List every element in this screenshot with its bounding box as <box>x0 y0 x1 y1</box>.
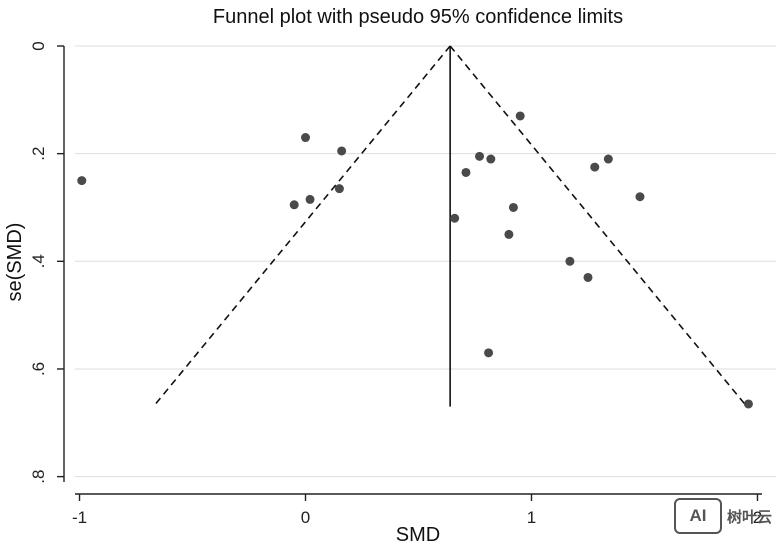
y-tick-label: .4 <box>29 254 48 268</box>
y-tick-label: 0 <box>29 41 48 50</box>
ci-upper-limit <box>449 45 748 408</box>
data-point <box>565 256 575 266</box>
x-tick-label: 1 <box>527 508 536 527</box>
confidence-limits <box>152 45 748 408</box>
y-tick-label: .6 <box>29 362 48 376</box>
data-point <box>590 162 600 172</box>
data-point <box>583 272 593 282</box>
ci-lower-limit <box>152 45 451 408</box>
data-point <box>486 154 496 164</box>
data-point <box>515 111 525 121</box>
data-point <box>289 200 299 210</box>
watermark: AI 树叶云 <box>673 498 772 534</box>
x-tick-label: -1 <box>72 508 87 527</box>
x-axis-label: SMD <box>396 524 440 544</box>
y-tick-label: .2 <box>29 147 48 161</box>
data-point <box>301 133 311 143</box>
chart-title: Funnel plot with pseudo 95% confidence l… <box>213 6 623 28</box>
data-point <box>450 213 460 223</box>
x-tick-label: 0 <box>301 508 310 527</box>
data-point <box>508 202 518 212</box>
data-point <box>743 399 753 409</box>
data-point <box>334 184 344 194</box>
grid-lines <box>75 45 776 478</box>
y-tick-label: .8 <box>29 470 48 484</box>
x-ticks: -1 0 1 2 <box>72 494 762 527</box>
data-point <box>461 167 471 177</box>
data-point <box>504 229 514 239</box>
data-point <box>475 151 485 161</box>
data-point <box>337 146 347 156</box>
y-ticks: 0 .2 .4 .6 .8 <box>29 41 64 484</box>
data-point <box>484 348 494 358</box>
data-point <box>77 176 87 186</box>
data-point <box>635 192 645 202</box>
data-point <box>603 154 613 164</box>
data-point <box>305 194 315 204</box>
watermark-text: 树叶云 <box>726 508 772 526</box>
watermark-logo: AI <box>673 498 722 534</box>
study-points <box>77 111 753 409</box>
x-tick-label: 2 <box>753 508 762 527</box>
y-axis-label: se(SMD) <box>4 223 26 302</box>
